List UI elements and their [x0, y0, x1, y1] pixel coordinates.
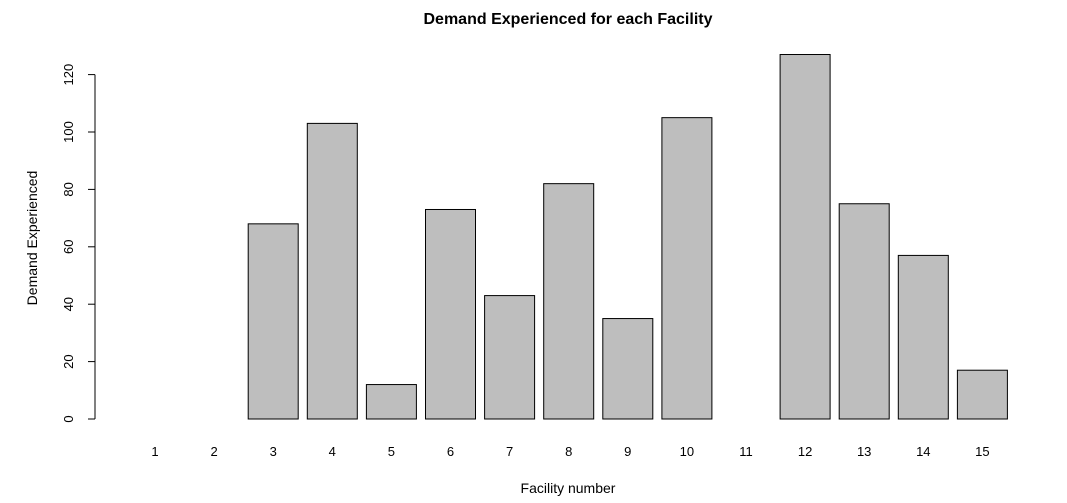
y-tick-label: 80	[61, 182, 76, 196]
chart-title: Demand Experienced for each Facility	[424, 11, 713, 28]
bar-facility-15	[956, 369, 1008, 420]
x-tick-label: 9	[624, 444, 631, 459]
bar-facility-8	[543, 183, 595, 420]
y-tick-label: 40	[61, 297, 76, 311]
y-tick-label: 20	[61, 354, 76, 368]
y-tick-label: 100	[61, 121, 76, 143]
x-tick-label: 4	[329, 444, 336, 459]
x-tick-label: 15	[975, 444, 989, 459]
bar-facility-3	[247, 223, 299, 420]
bar-facility-14	[897, 254, 949, 420]
y-axis-label: Demand Experienced	[24, 171, 40, 306]
x-tick-label: 1	[151, 444, 158, 459]
bar-facility-5	[365, 384, 417, 420]
x-tick-label: 12	[798, 444, 812, 459]
bar-facility-10	[661, 117, 713, 420]
x-tick-label: 10	[680, 444, 694, 459]
bar-facility-4	[306, 122, 358, 420]
x-tick-label: 2	[210, 444, 217, 459]
y-axis: 0 20 40 60 80 100 120	[61, 64, 96, 423]
x-tick-label: 5	[388, 444, 395, 459]
x-tick-label: 7	[506, 444, 513, 459]
y-tick-label: 120	[61, 64, 76, 86]
x-tick-labels: 1 2 3 4 5 6 7 8 9 10 11 12 13 14 15	[151, 444, 989, 459]
x-axis-label: Facility number	[521, 480, 616, 496]
bar-facility-13	[838, 203, 890, 420]
x-tick-label: 14	[916, 444, 930, 459]
x-tick-label: 13	[857, 444, 871, 459]
bar-facility-9	[602, 318, 654, 420]
y-tick-label: 60	[61, 240, 76, 254]
x-tick-label: 8	[565, 444, 572, 459]
bar-facility-6	[425, 208, 476, 420]
x-tick-label: 3	[270, 444, 277, 459]
bars-group	[247, 54, 1008, 420]
x-tick-label: 6	[447, 444, 454, 459]
bar-facility-12	[779, 54, 831, 420]
bar-facility-7	[484, 295, 536, 420]
y-tick-label: 0	[61, 415, 76, 422]
x-tick-label: 11	[739, 444, 753, 459]
